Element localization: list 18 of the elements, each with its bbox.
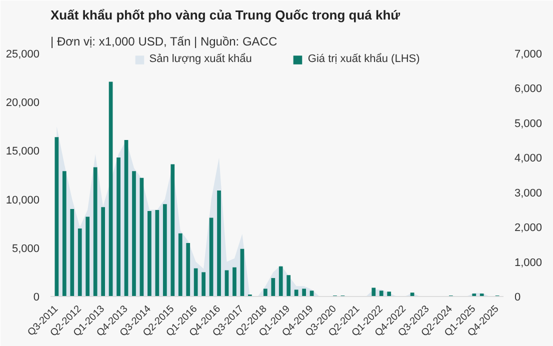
y2-tick-label: 4,000	[514, 152, 542, 165]
chart-title: Xuất khẩu phốt pho vàng của Trung Quốc trong quá khứ	[50, 8, 401, 22]
y-tick-label: 0	[33, 292, 40, 304]
y-tick-label: 25,000	[6, 48, 40, 60]
y2-tick-label: 2,000	[514, 222, 542, 234]
legend-label: Sản lượng xuất khẩu	[149, 53, 252, 65]
y-tick-label: 5,000	[12, 242, 40, 255]
y2-tick-label: 3,000	[514, 187, 542, 200]
y-tick-label: 20,000	[6, 97, 40, 110]
y2-tick-label: 6,000	[514, 83, 542, 96]
y2-tick-label: 5,000	[514, 118, 542, 130]
chart-subtitle: | Đơn vị: x1,000 USD, Tấn | Nguồn: GACC	[50, 34, 278, 48]
y2-tick-label: 7,000	[514, 48, 542, 60]
y2-tick-label: 0	[514, 292, 521, 304]
y-tick-label: 15,000	[6, 146, 40, 158]
legend-label: Giá trị xuất khẩu (LHS)	[308, 53, 420, 65]
y2-tick-label: 1,000	[514, 256, 542, 269]
y-tick-label: 10,000	[6, 194, 40, 206]
